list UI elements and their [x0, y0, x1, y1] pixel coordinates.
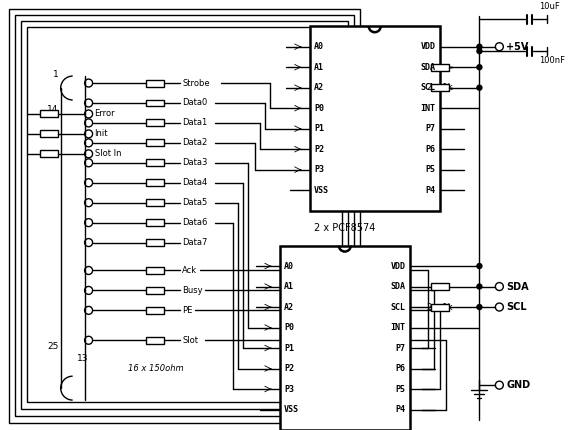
Text: Data1: Data1	[182, 118, 208, 127]
Bar	[431, 283, 448, 290]
Bar	[27, 27, 342, 402]
Bar	[21, 21, 348, 409]
Text: VSS: VSS	[314, 186, 329, 195]
Text: A0: A0	[314, 42, 324, 51]
Text: P2: P2	[314, 144, 324, 154]
Bar	[147, 337, 164, 344]
Text: 10uF: 10uF	[539, 2, 560, 11]
Bar	[147, 199, 164, 206]
Text: 2 x 1k: 2 x 1k	[427, 83, 453, 92]
Circle shape	[477, 65, 482, 70]
Text: 2 x PCF8574: 2 x PCF8574	[314, 223, 375, 233]
Bar	[147, 239, 164, 246]
Text: Slot In: Slot In	[94, 149, 121, 158]
Text: A1: A1	[314, 63, 324, 72]
Bar	[147, 267, 164, 274]
Text: P4: P4	[426, 186, 435, 195]
Text: INT: INT	[390, 323, 405, 332]
Text: P0: P0	[314, 104, 324, 113]
Text: VDD: VDD	[390, 261, 405, 270]
Circle shape	[477, 304, 482, 310]
Text: Data4: Data4	[182, 178, 208, 187]
Circle shape	[477, 49, 482, 54]
Circle shape	[477, 85, 482, 90]
Text: P0: P0	[284, 323, 294, 332]
Text: P5: P5	[396, 384, 405, 393]
Bar	[431, 64, 448, 71]
Text: SCL: SCL	[420, 83, 435, 92]
Bar	[15, 15, 354, 416]
Text: A0: A0	[284, 261, 294, 270]
Text: Slot: Slot	[182, 336, 198, 345]
Text: A1: A1	[284, 282, 294, 291]
Bar	[147, 80, 164, 86]
Text: P2: P2	[284, 364, 294, 373]
Text: 1: 1	[53, 70, 59, 79]
Text: P5: P5	[426, 165, 435, 174]
Bar	[280, 246, 409, 430]
Text: Data6: Data6	[182, 218, 208, 227]
Text: 13: 13	[76, 354, 88, 363]
Bar	[147, 219, 164, 226]
Bar	[310, 26, 439, 211]
Text: Data3: Data3	[182, 158, 208, 167]
Bar	[40, 111, 58, 117]
Text: Data2: Data2	[182, 138, 208, 147]
Bar	[147, 179, 164, 186]
Text: A2: A2	[284, 303, 294, 312]
Text: VSS: VSS	[284, 405, 299, 414]
Text: Init: Init	[94, 129, 108, 138]
Text: P1: P1	[314, 124, 324, 133]
Text: Error: Error	[94, 110, 115, 118]
Text: INT: INT	[420, 104, 435, 113]
Text: Strobe: Strobe	[182, 79, 210, 88]
Text: 14: 14	[47, 105, 59, 114]
Text: Busy: Busy	[182, 286, 203, 295]
Text: P7: P7	[426, 124, 435, 133]
Text: P7: P7	[396, 344, 405, 353]
Bar	[147, 287, 164, 294]
Text: VDD: VDD	[420, 42, 435, 51]
Bar	[431, 84, 448, 91]
Text: 25: 25	[47, 342, 59, 351]
Text: GND: GND	[507, 380, 531, 390]
Text: P3: P3	[284, 384, 294, 393]
Bar	[431, 304, 448, 310]
Bar	[147, 160, 164, 166]
Text: Data5: Data5	[182, 198, 208, 207]
Text: 16 x 150ohm: 16 x 150ohm	[128, 364, 183, 373]
Bar	[40, 150, 58, 157]
Text: A2: A2	[314, 83, 324, 92]
Text: 100nF: 100nF	[539, 56, 565, 65]
Circle shape	[477, 284, 482, 289]
Bar	[147, 99, 164, 107]
Text: SCL: SCL	[390, 303, 405, 312]
Bar	[40, 130, 58, 138]
Text: P1: P1	[284, 344, 294, 353]
Text: SDA: SDA	[507, 282, 529, 292]
Circle shape	[477, 44, 482, 49]
Text: Ack: Ack	[182, 266, 197, 275]
Bar	[147, 307, 164, 314]
Text: SDA: SDA	[390, 282, 405, 291]
Text: P6: P6	[426, 144, 435, 154]
Text: +5V: +5V	[507, 42, 528, 52]
Text: 2 x 1k: 2 x 1k	[427, 303, 453, 312]
Text: Data0: Data0	[182, 98, 208, 108]
Text: P4: P4	[396, 405, 405, 414]
Text: SDA: SDA	[420, 63, 435, 72]
Bar	[147, 120, 164, 126]
Text: P6: P6	[396, 364, 405, 373]
Text: SCL: SCL	[507, 302, 527, 312]
Bar	[9, 9, 360, 423]
Circle shape	[477, 264, 482, 269]
Text: PE: PE	[182, 306, 193, 315]
Bar	[147, 139, 164, 146]
Text: Data7: Data7	[182, 238, 208, 247]
Text: P3: P3	[314, 165, 324, 174]
